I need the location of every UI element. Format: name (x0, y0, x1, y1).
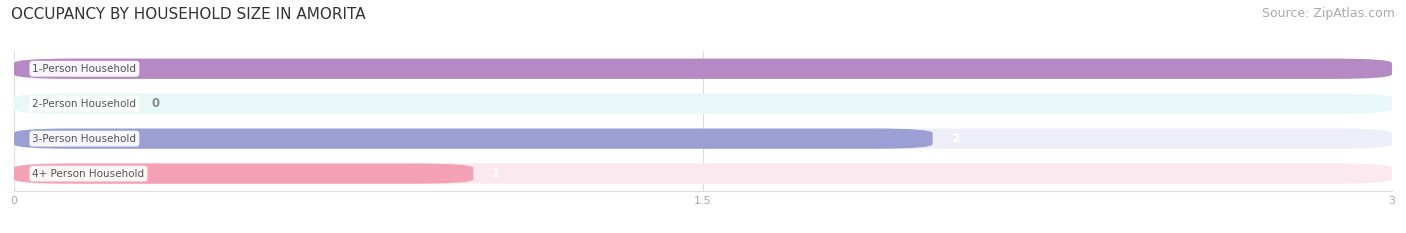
Text: 4+ Person Household: 4+ Person Household (32, 169, 145, 178)
Text: OCCUPANCY BY HOUSEHOLD SIZE IN AMORITA: OCCUPANCY BY HOUSEHOLD SIZE IN AMORITA (11, 7, 366, 22)
Text: 1: 1 (492, 167, 501, 180)
FancyBboxPatch shape (14, 129, 1392, 149)
FancyBboxPatch shape (14, 164, 1392, 184)
Text: 2: 2 (950, 132, 959, 145)
Text: 3-Person Household: 3-Person Household (32, 134, 136, 144)
FancyBboxPatch shape (14, 164, 474, 184)
FancyBboxPatch shape (14, 129, 932, 149)
Text: 2-Person Household: 2-Person Household (32, 99, 136, 109)
FancyBboxPatch shape (14, 59, 1392, 79)
Text: Source: ZipAtlas.com: Source: ZipAtlas.com (1261, 7, 1395, 20)
FancyBboxPatch shape (14, 93, 1392, 114)
Text: 1-Person Household: 1-Person Household (32, 64, 136, 74)
Text: 0: 0 (152, 97, 160, 110)
FancyBboxPatch shape (14, 59, 1392, 79)
